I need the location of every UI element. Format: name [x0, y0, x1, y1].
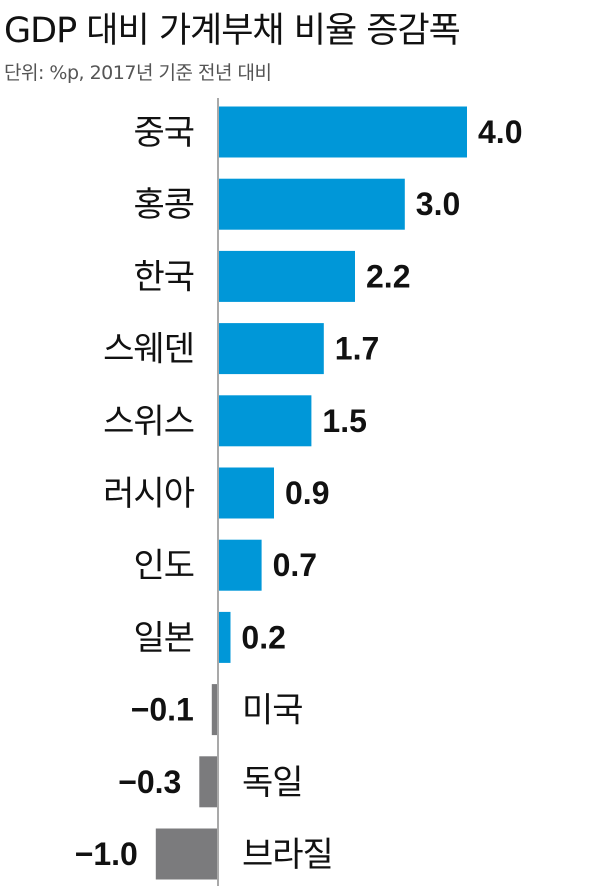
value-label-7: 0.2 [241, 619, 285, 655]
bar-2 [218, 250, 355, 302]
bar-5 [218, 467, 274, 519]
category-label-6: 인도 [133, 546, 194, 586]
value-label-0: 4.0 [478, 114, 522, 150]
category-label-4: 스위스 [103, 402, 194, 442]
category-label-2: 한국 [133, 257, 194, 297]
value-label-4: 1.5 [322, 403, 366, 439]
value-label-1: 3.0 [416, 186, 460, 222]
bar-7 [218, 611, 231, 663]
category-label-0: 중국 [133, 113, 194, 153]
value-label-9: −0.3 [118, 764, 181, 800]
value-label-6: 0.7 [273, 547, 317, 583]
category-label-8: 미국 [242, 691, 303, 731]
category-label-9: 독일 [242, 763, 303, 803]
bar-3 [218, 323, 324, 375]
category-label-5: 러시아 [103, 474, 195, 514]
value-label-2: 2.2 [366, 258, 410, 294]
category-label-1: 홍콩 [133, 185, 194, 225]
bar-1 [218, 178, 405, 230]
category-label-7: 일본 [133, 618, 194, 658]
value-label-10: −1.0 [75, 836, 138, 872]
bar-8 [211, 684, 218, 736]
chart-title: GDP 대비 가계부채 비율 증감폭 [4, 11, 461, 51]
value-label-5: 0.9 [285, 475, 329, 511]
bars-group [155, 106, 467, 880]
value-label-3: 1.7 [335, 331, 379, 367]
category-label-3: 스웨덴 [103, 330, 194, 370]
chart-subtitle: 단위: %p, 2017년 기준 전년 대비 [4, 62, 272, 84]
bar-0 [218, 106, 467, 158]
bar-6 [218, 539, 262, 591]
labels-group: 중국 4.0 홍콩 3.0 한국 2.2 스웨덴 1.7 스위스 1.5 러시아 0.9 인도 0.7 일본… [75, 113, 523, 875]
bar-9 [199, 756, 218, 808]
category-label-10: 브라질 [242, 835, 333, 875]
bar-4 [218, 395, 312, 447]
value-label-8: −0.1 [131, 692, 194, 728]
bar-10 [155, 828, 219, 880]
